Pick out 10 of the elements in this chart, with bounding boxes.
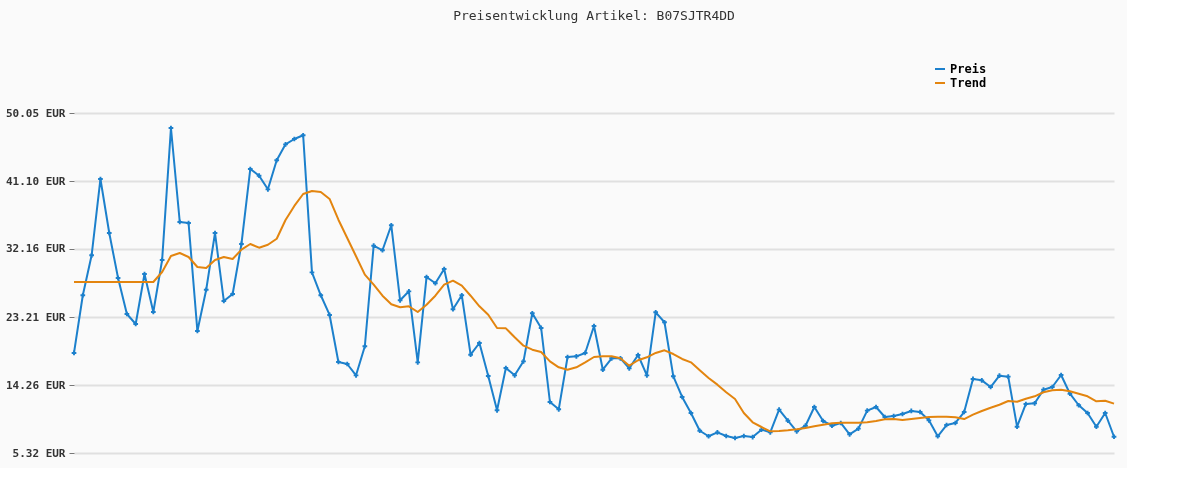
y-tick-label: 50.05 EUR xyxy=(5,106,66,120)
line-series xyxy=(73,189,1115,433)
y-tick-label: 41.10 EUR xyxy=(5,174,66,188)
y-tick-label: 23.21 EUR xyxy=(5,310,66,324)
chart-title: Preisentwicklung Artikel: B07SJTR4DD xyxy=(453,8,736,23)
y-tick-label: 32.16 EUR xyxy=(5,242,66,256)
y-tick-label: 14.26 EUR xyxy=(5,378,66,392)
legend-label: Preis xyxy=(950,62,987,76)
legend-label: Trend xyxy=(950,76,987,90)
y-tick-label: 5.32 EUR xyxy=(12,446,66,460)
